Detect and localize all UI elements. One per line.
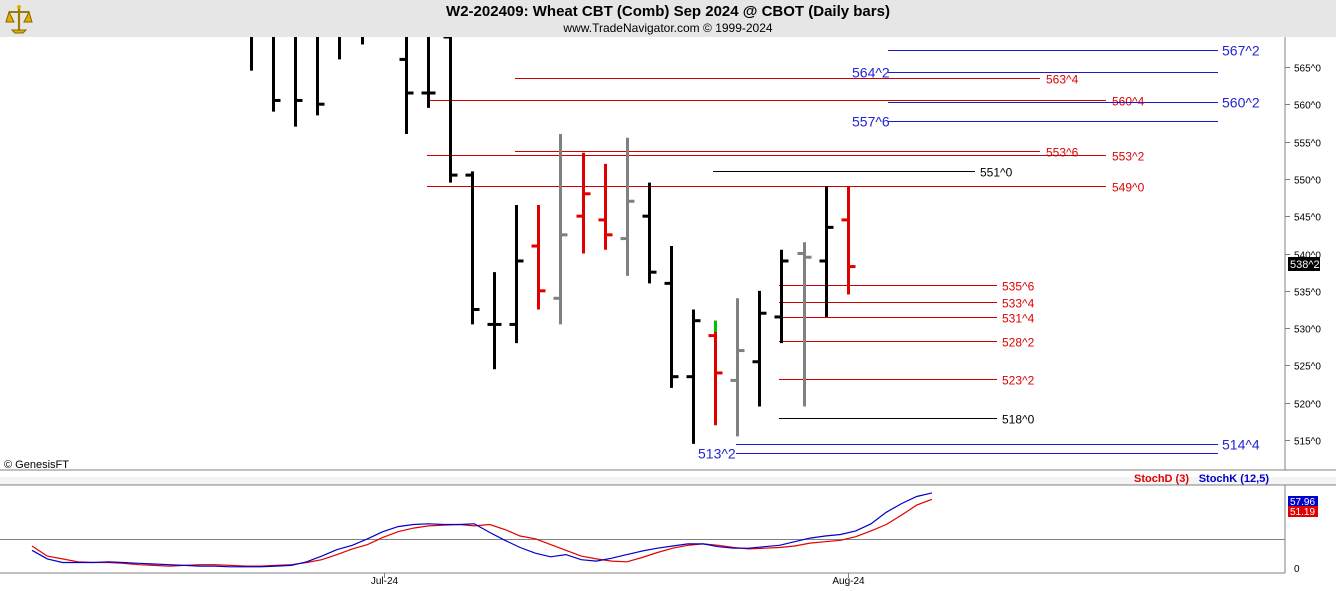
price-tick-label: 560^0 [1294,101,1321,112]
ohlc-bar [686,309,701,444]
stoch-series-line [31,498,933,567]
last-price-label: 538^2 [1290,259,1320,271]
level-label: 567^2 [1222,43,1260,59]
level-label: 553^2 [1112,150,1145,164]
ohlc-bar [487,272,502,370]
level-label: 514^4 [1222,437,1260,453]
level-label: 531^4 [1002,312,1035,326]
ohlc-bar [642,182,657,284]
ohlc-bar [531,204,546,310]
level-label: 563^4 [1046,73,1079,87]
ohlc-bar [620,137,635,276]
price-tick-label: 550^0 [1294,176,1321,187]
ohlc-bar [250,37,253,71]
price-tick-label: 555^0 [1294,139,1321,150]
level-label: 553^6 [1046,146,1079,160]
date-tick-label: Aug-24 [832,576,865,587]
ohlc-bar [316,37,325,116]
last-price-badge [1288,257,1320,271]
stochd-value-label: 51.19 [1290,507,1315,518]
price-bars [250,0,856,444]
level-label: 560^2 [1222,95,1260,111]
ohlc-bar [576,152,591,254]
date-axis-labels: Jul-24 Aug-24 [371,573,865,587]
stochd-legend: StochD (3) [1134,473,1189,485]
ohlc-bar [509,204,524,344]
chart-header: W2-202409: Wheat CBT (Comb) Sep 2024 @ C… [0,0,1336,37]
price-plot-area [0,37,1285,469]
level-label: 518^0 [1002,413,1035,427]
stochk-legend: StochK (12,5) [1199,473,1270,485]
price-axis-labels: 565^0 560^0 555^0 550^0 545^0 540^0 535^0 530^0… [1285,64,1321,448]
price-tick-label: 525^0 [1294,362,1321,373]
level-label: 557^6 [852,114,890,130]
price-tick-label: 535^0 [1294,288,1321,299]
ohlc-bar [421,37,436,108]
ohlc-bar [553,134,568,325]
support-resistance-levels: 567^2 564^2 563^4 560^4 560^2 557^6 553^6 553^2… [427,43,1260,462]
stochk-value-badge [1288,496,1318,507]
level-label: 560^4 [1112,95,1145,109]
price-tick-label: 530^0 [1294,325,1321,336]
ohlc-bar [399,37,414,135]
price-tick-label: 565^0 [1294,64,1321,75]
price-tick-label: 540^0 [1294,251,1321,262]
ohlc-bar [797,242,812,407]
stochd-value-badge [1288,506,1318,517]
stoch-tick-label: 0 [1294,564,1300,575]
ohlc-bar [443,37,458,183]
ohlc-bar [752,290,767,407]
ohlc-bar [272,37,281,112]
price-tick-label: 520^0 [1294,400,1321,411]
ohlc-bar [730,298,745,437]
chart-title: W2-202409: Wheat CBT (Comb) Sep 2024 @ C… [446,3,890,20]
stochk-value-label: 57.96 [1290,497,1315,508]
level-label: 549^0 [1112,181,1145,195]
ohlc-bar [664,246,679,388]
price-tick-label: 545^0 [1294,213,1321,224]
watermark: © GenesisFT [4,459,69,471]
ohlc-bar [598,163,613,250]
level-label: 564^2 [852,65,890,81]
ohlc-bar [841,186,856,295]
ohlc-bar [378,0,392,30]
chart-subtitle: www.TradeNavigator.com © 1999-2024 [563,21,773,35]
ohlc-bar [465,171,480,325]
stoch-series-line [31,492,933,568]
level-label: 533^4 [1002,297,1035,311]
ohlc-bar [708,320,723,426]
level-label: 535^6 [1002,280,1035,294]
level-label: 551^0 [980,166,1013,180]
date-tick-label: Jul-24 [371,576,399,587]
ohlc-bar [774,249,789,344]
trident-scale-icon [5,5,33,34]
level-label: 513^2 [698,446,736,462]
pane-splitter[interactable] [0,477,1336,485]
price-tick-label: 515^0 [1294,437,1321,448]
level-label: 528^2 [1002,336,1035,350]
level-label: 523^2 [1002,374,1035,388]
ohlc-bar [338,37,341,60]
ohlc-bar [819,186,834,317]
ohlc-bar [294,37,303,127]
